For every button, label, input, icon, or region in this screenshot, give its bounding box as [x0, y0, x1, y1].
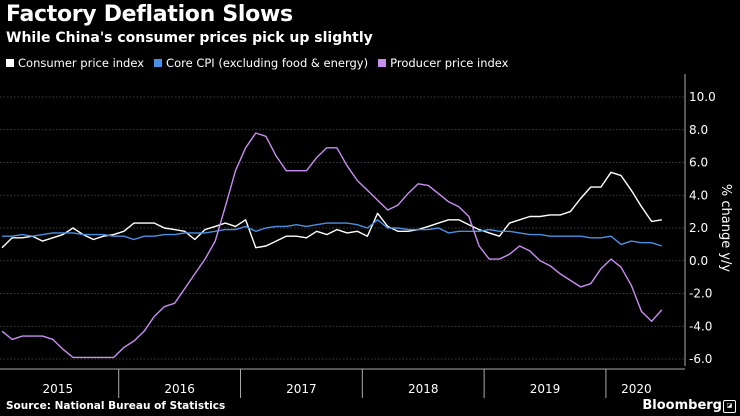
brand-logo: Bloomberg — [642, 398, 722, 413]
series-core-cpi-line — [2, 219, 663, 247]
series-ppi-line — [1, 132, 663, 359]
y-tick-label: 8.0 — [689, 123, 708, 137]
legend: Consumer price index Core CPI (excluding… — [6, 56, 508, 70]
legend-label-cpi: Consumer price index — [18, 56, 145, 70]
legend-swatch-ppi — [378, 59, 387, 67]
y-tick-label: 0.0 — [689, 254, 708, 268]
x-year-label: 2020 — [621, 382, 652, 396]
legend-swatch-cpi — [6, 59, 14, 67]
x-year-label: 2016 — [164, 382, 195, 396]
legend-item-cpi: Consumer price index — [6, 56, 144, 70]
legend-item-ppi: Producer price index — [378, 56, 508, 70]
series-cpi-line — [1, 171, 662, 249]
y-axis-label: % change y/y — [718, 184, 733, 273]
chart-subtitle: While China's consumer prices pick up sl… — [6, 30, 373, 46]
y-tick-label: 4.0 — [689, 188, 708, 202]
x-year-label: 2015 — [43, 382, 74, 396]
x-year-label: 2017 — [286, 382, 317, 396]
legend-label-core-cpi: Core CPI (excluding food & energy) — [166, 56, 369, 70]
source-note: Source: National Bureau of Statistics — [6, 400, 226, 412]
y-tick-label: 6.0 — [689, 156, 708, 170]
x-year-label: 2018 — [408, 382, 439, 396]
brand-badge-icon: ◪ — [723, 400, 736, 413]
y-tick-label: -4.0 — [689, 319, 712, 333]
y-tick-label: -6.0 — [689, 352, 712, 366]
y-tick-label: -2.0 — [689, 287, 712, 301]
y-tick-label: 10.0 — [689, 90, 716, 104]
chart-title: Factory Deflation Slows — [6, 2, 293, 27]
legend-item-core-cpi: Core CPI (excluding food & energy) — [154, 56, 368, 70]
x-year-label: 2019 — [530, 382, 561, 396]
legend-swatch-core-cpi — [154, 59, 163, 67]
legend-label-ppi: Producer price index — [390, 56, 509, 70]
y-tick-label: 2.0 — [689, 221, 708, 235]
